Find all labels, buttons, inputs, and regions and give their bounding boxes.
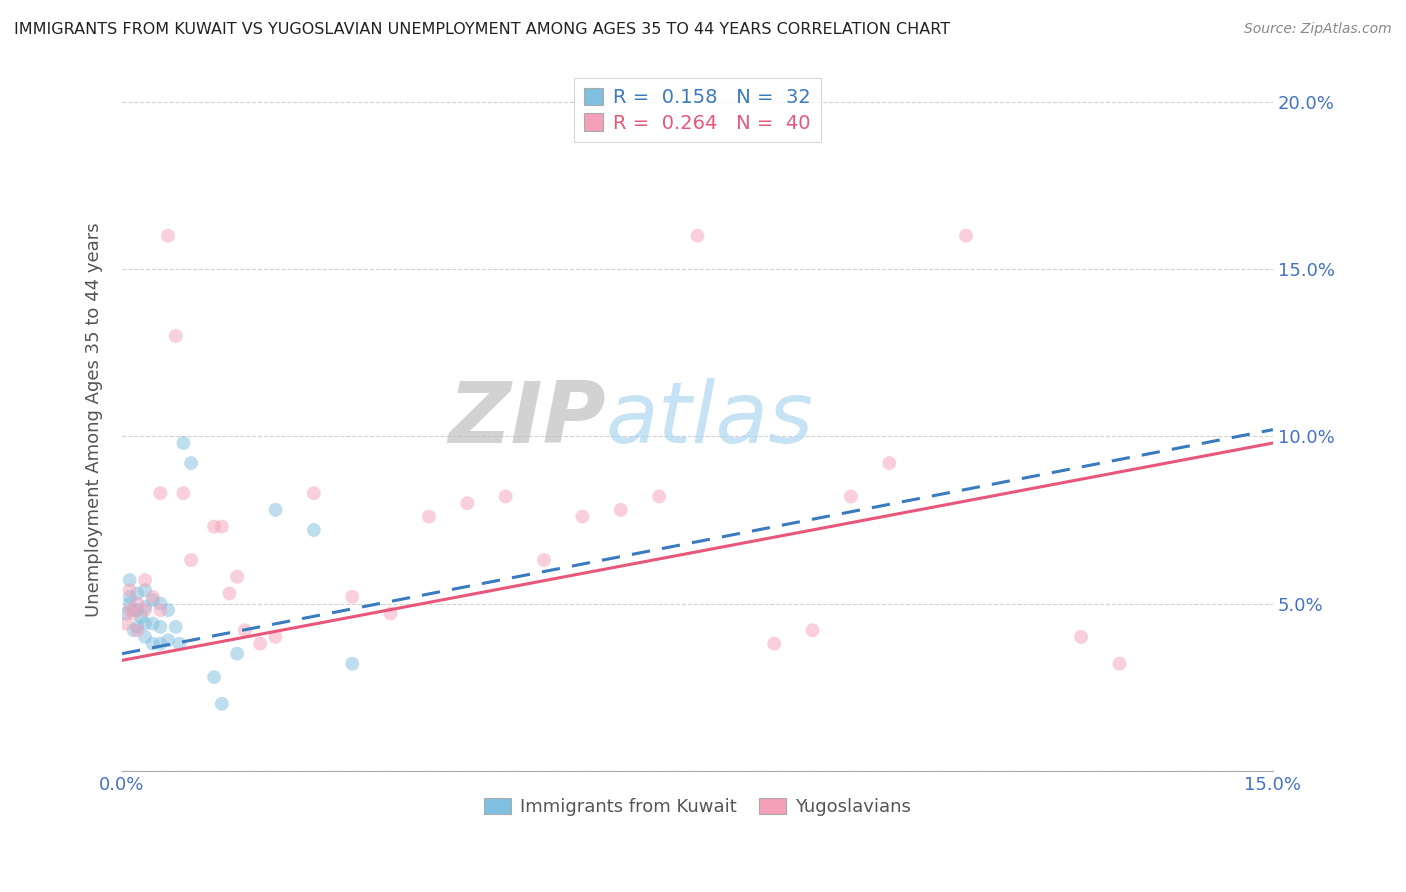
Point (955, 228, 977, 243)
Point (157, 633, 180, 648)
Point (1070, 630, 1092, 644)
Point (134, 573, 156, 587)
Point (118, 603, 141, 617)
Point (142, 593, 165, 607)
Point (302, 523, 325, 537)
Point (142, 616, 165, 631)
Point (249, 637, 271, 651)
Point (169, 637, 191, 651)
Point (233, 624, 256, 638)
Point (686, 228, 709, 243)
Text: ZIP: ZIP (447, 378, 606, 461)
Point (127, 586, 149, 600)
Point (763, 637, 786, 651)
Point (380, 607, 402, 621)
Point (264, 503, 287, 517)
Text: IMMIGRANTS FROM KUWAIT VS YUGOSLAVIAN UNEMPLOYMENT AMONG AGES 35 TO 44 YEARS COR: IMMIGRANTS FROM KUWAIT VS YUGOSLAVIAN UN… (14, 22, 950, 37)
Point (801, 624, 824, 638)
Point (118, 583, 141, 598)
Y-axis label: Unemployment Among Ages 35 to 44 years: Unemployment Among Ages 35 to 44 years (86, 222, 103, 617)
Point (142, 590, 165, 604)
Point (127, 603, 149, 617)
Point (149, 486, 172, 500)
Text: Source: ZipAtlas.com: Source: ZipAtlas.com (1244, 22, 1392, 37)
Point (157, 228, 180, 243)
Point (129, 610, 152, 624)
Point (142, 637, 165, 651)
Point (115, 607, 138, 621)
Point (418, 509, 440, 524)
Point (149, 597, 172, 611)
Point (226, 647, 249, 661)
Point (157, 603, 180, 617)
Point (149, 620, 172, 634)
Point (165, 329, 187, 343)
Point (877, 456, 900, 470)
Point (115, 616, 138, 631)
Point (134, 583, 156, 598)
Point (342, 657, 364, 671)
Point (648, 490, 671, 504)
Point (118, 573, 141, 587)
Point (122, 603, 145, 617)
Point (134, 630, 156, 644)
Point (302, 486, 325, 500)
Text: atlas: atlas (606, 378, 814, 461)
Point (127, 597, 149, 611)
Point (165, 620, 187, 634)
Point (134, 616, 156, 631)
Point (533, 553, 555, 567)
Point (149, 603, 172, 617)
Point (456, 496, 478, 510)
Point (264, 630, 287, 644)
Point (134, 599, 156, 614)
Point (218, 586, 240, 600)
Point (118, 597, 141, 611)
Legend: Immigrants from Kuwait, Yugoslavians: Immigrants from Kuwait, Yugoslavians (475, 789, 920, 825)
Point (211, 697, 233, 711)
Point (118, 590, 141, 604)
Point (202, 670, 225, 684)
Point (122, 607, 145, 621)
Point (180, 456, 202, 470)
Point (134, 603, 156, 617)
Point (571, 509, 593, 524)
Point (610, 503, 633, 517)
Point (202, 519, 225, 533)
Point (1108, 657, 1130, 671)
Point (172, 486, 194, 500)
Point (172, 436, 194, 450)
Point (211, 519, 233, 533)
Point (180, 553, 202, 567)
Point (127, 620, 149, 634)
Point (226, 570, 249, 584)
Point (122, 624, 145, 638)
Point (495, 490, 517, 504)
Point (149, 637, 172, 651)
Point (839, 490, 862, 504)
Point (342, 590, 364, 604)
Point (127, 624, 149, 638)
